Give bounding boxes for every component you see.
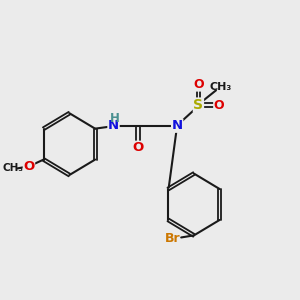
Text: O: O [132, 141, 143, 154]
Text: Br: Br [165, 232, 181, 245]
Text: H: H [110, 112, 120, 125]
Text: CH₃: CH₃ [210, 82, 232, 92]
Text: S: S [194, 98, 203, 112]
Text: N: N [108, 119, 119, 132]
Text: O: O [193, 78, 204, 91]
Text: O: O [214, 99, 224, 112]
Text: N: N [172, 119, 183, 132]
Text: CH₃: CH₃ [3, 164, 24, 173]
Text: O: O [23, 160, 34, 173]
